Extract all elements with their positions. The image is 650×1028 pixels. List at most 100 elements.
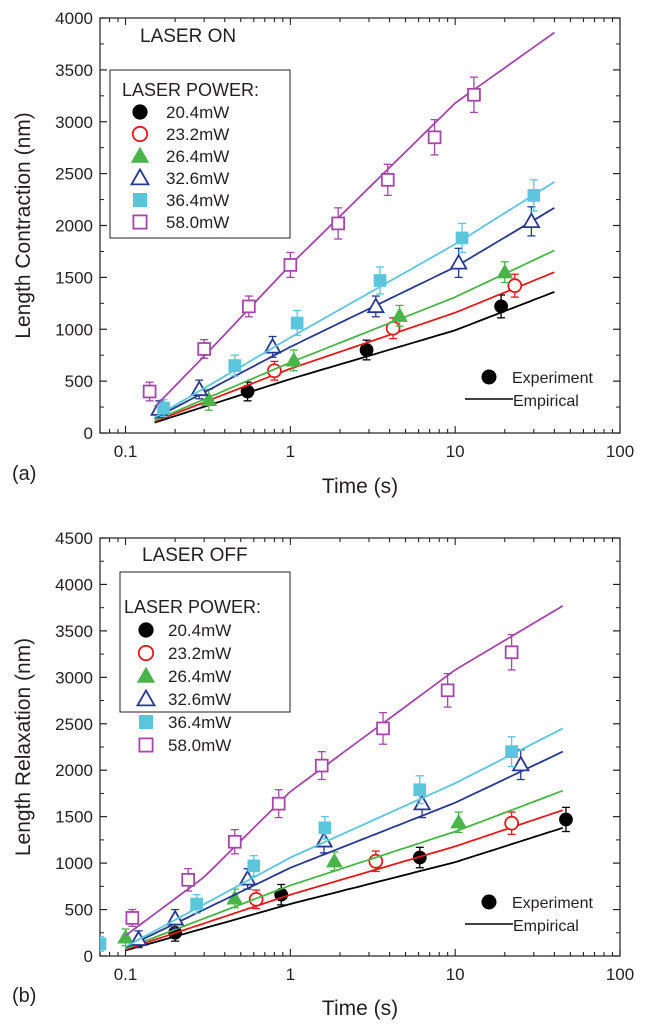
data-point <box>505 745 518 758</box>
legend-label: 58.0mW <box>166 213 229 232</box>
data-point <box>413 783 427 797</box>
data-point <box>507 278 523 294</box>
legend-label: 20.4mW <box>168 621 231 640</box>
data-point <box>117 928 134 944</box>
fit-line <box>125 789 564 950</box>
x-tick-label: 10 <box>446 442 465 461</box>
legend-label: 36.4mW <box>168 713 231 732</box>
data-point <box>331 216 345 231</box>
y-axis-label: Length Contraction (nm) <box>12 112 35 338</box>
fit-line <box>125 727 564 948</box>
y-tick-label: 0 <box>84 947 93 966</box>
data-point <box>527 189 541 202</box>
y-tick-label: 1500 <box>55 808 93 827</box>
data-point <box>496 263 514 279</box>
legend-marker <box>137 644 155 662</box>
data-point <box>314 758 329 773</box>
data-point <box>228 359 242 372</box>
panel-annotation: LASER OFF <box>142 545 248 566</box>
y-tick-label: 1500 <box>55 268 93 287</box>
data-point <box>412 794 432 811</box>
legend-title: LASER POWER: <box>122 80 259 100</box>
series-36.4mW <box>100 727 564 953</box>
data-point <box>247 859 261 873</box>
fit-line <box>154 249 555 422</box>
series-26.4mW <box>154 249 555 422</box>
legend-marker <box>138 622 154 638</box>
legend-marker <box>132 214 148 230</box>
key-label: Experiment <box>512 895 593 912</box>
legend-box <box>119 571 291 713</box>
key-marker <box>481 369 497 385</box>
fit-line <box>125 750 564 949</box>
y-tick-label: 2500 <box>55 165 93 184</box>
fit-line <box>124 605 564 937</box>
panel-annotation: LASER ON <box>140 26 236 47</box>
data-point <box>376 721 390 736</box>
series-36.4mW <box>154 179 555 419</box>
data-point <box>504 645 519 660</box>
x-tick-label: 100 <box>606 442 634 461</box>
legend-marker <box>136 666 156 683</box>
data-point <box>285 351 303 367</box>
x-tick-label: 0.1 <box>114 442 138 461</box>
data-point <box>427 130 442 145</box>
legend-label: 36.4mW <box>166 191 229 210</box>
data-point <box>197 342 212 356</box>
data-point <box>326 852 343 868</box>
key-marker <box>481 894 497 910</box>
legend-marker <box>130 146 150 163</box>
data-layer <box>142 31 555 424</box>
x-tick-label: 0.1 <box>114 965 138 984</box>
data-point <box>157 401 170 415</box>
data-point <box>283 258 298 272</box>
y-tick-label: 3000 <box>55 668 93 687</box>
key-label: Empirical <box>513 918 579 935</box>
fit-line <box>154 181 555 419</box>
key-label: Experiment <box>512 370 593 387</box>
data-layer <box>100 605 573 953</box>
legend-label: 23.2mW <box>168 644 231 663</box>
y-tick-label: 3000 <box>55 113 93 132</box>
legend-marker <box>132 192 147 207</box>
y-tick-label: 0 <box>84 424 93 443</box>
y-tick-label: 4000 <box>55 575 93 594</box>
data-point <box>380 173 395 187</box>
x-axis-label: Time (s) <box>322 475 398 498</box>
data-point <box>125 911 140 925</box>
data-point <box>142 384 157 399</box>
legend-marker <box>138 737 154 753</box>
legend-marker <box>129 167 151 186</box>
series-58.0mW <box>124 605 564 937</box>
legend-marker <box>135 688 157 707</box>
legend-label: 26.4mW <box>166 147 229 166</box>
legend-label: 58.0mW <box>168 736 231 755</box>
data-point <box>455 231 469 245</box>
series-58.0mW <box>142 31 555 408</box>
data-point <box>504 815 519 831</box>
panel-label: (a) <box>12 463 36 485</box>
y-tick-label: 4000 <box>55 9 93 28</box>
y-tick-label: 4500 <box>55 529 93 548</box>
fit-line <box>154 291 555 424</box>
y-tick-label: 3500 <box>55 622 93 641</box>
y-axis-label: Length Relaxation (nm) <box>12 638 35 856</box>
data-point <box>450 813 468 829</box>
data-point <box>318 821 332 835</box>
x-tick-label: 1 <box>286 965 295 984</box>
fit-line <box>153 31 555 408</box>
data-point <box>467 87 481 102</box>
x-axis-label: Time (s) <box>322 997 398 1020</box>
data-point <box>440 683 455 698</box>
panel-b: 0 500 1000 1500 2000 2500 3000 3500 4000 4500 0.1 1… <box>12 529 634 1020</box>
data-point <box>522 211 541 228</box>
legend-title: LASER POWER: <box>124 597 261 617</box>
data-point <box>449 253 468 270</box>
series-26.4mW <box>117 789 564 950</box>
key-label: Empirical <box>513 393 579 410</box>
panel-label: (b) <box>12 985 36 1007</box>
y-tick-label: 3500 <box>55 61 93 80</box>
data-point <box>391 307 408 322</box>
data-point <box>181 872 196 887</box>
